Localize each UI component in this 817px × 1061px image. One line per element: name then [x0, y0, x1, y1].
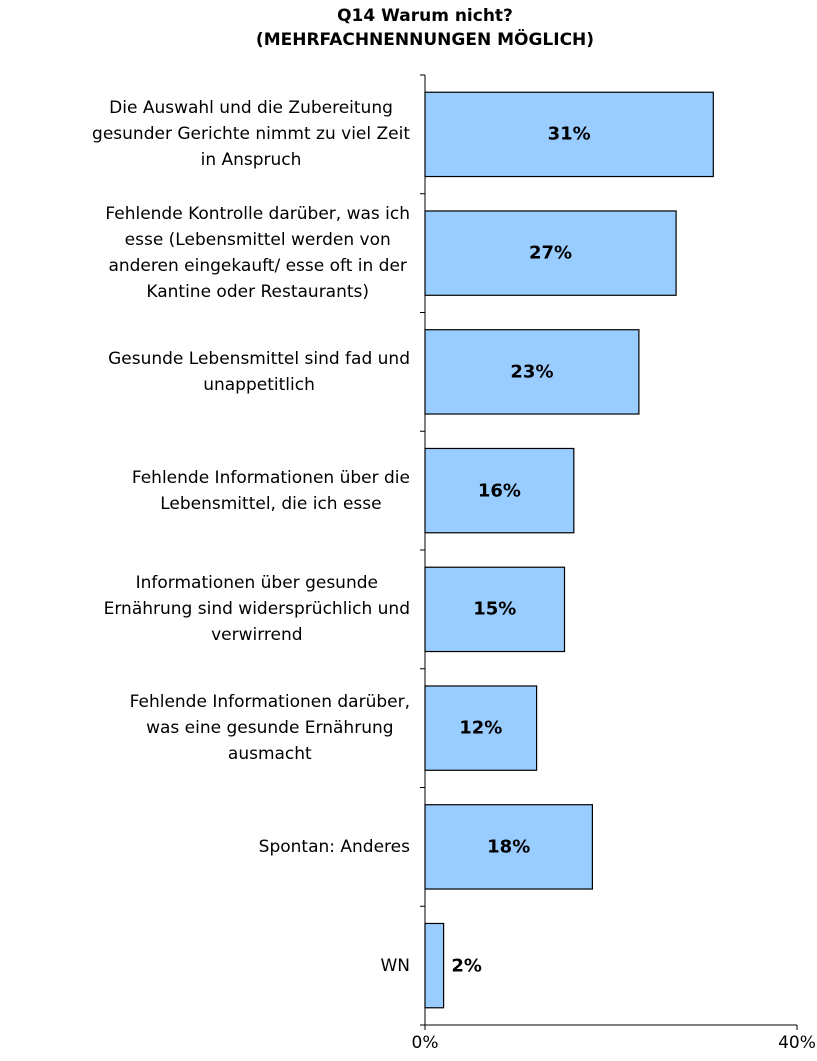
category-label: Die Auswahl und die Zubereitung gesunder…: [92, 98, 410, 171]
bar: [424, 922, 445, 1009]
value-label: 2%: [451, 955, 482, 977]
bar: [424, 804, 593, 890]
x-tick-label: 40%: [778, 1033, 816, 1053]
bar: [424, 685, 538, 771]
category-label: Fehlende Kontrolle darüber, was ich esse…: [105, 204, 410, 303]
category-label: Informationen über gesunde Ernährung sin…: [103, 573, 410, 646]
value-label: 23%: [510, 361, 554, 383]
value-label: 27%: [529, 242, 573, 264]
category-label: Gesunde Lebensmittel sind fad und unappe…: [108, 348, 410, 395]
bar: [424, 447, 575, 534]
category-label: Spontan: Anderes: [258, 836, 410, 857]
value-label: 15%: [473, 598, 517, 620]
value-label: 18%: [487, 836, 531, 858]
value-label: 12%: [459, 717, 503, 739]
bar: [424, 329, 640, 415]
x-tick-label: 0%: [411, 1033, 439, 1053]
value-label: 31%: [547, 123, 591, 145]
bar: [424, 210, 677, 296]
category-label: WN: [380, 955, 410, 976]
category-label: Fehlende Informationen darüber, was eine…: [129, 692, 410, 765]
bar: [424, 91, 714, 178]
bar: [424, 566, 566, 653]
category-label: Fehlende Informationen über die Lebensmi…: [131, 467, 410, 514]
value-label: 16%: [477, 480, 521, 502]
chart-title: Q14 Warum nicht? (MEHRFACHNENNUNGEN MÖGL…: [255, 6, 595, 50]
